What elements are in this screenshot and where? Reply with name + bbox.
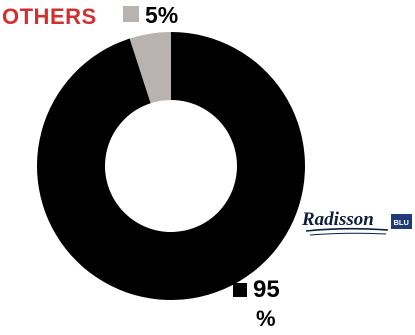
donut-slices bbox=[36, 32, 305, 300]
main-swatch bbox=[233, 283, 247, 297]
slice-main bbox=[36, 32, 305, 300]
others-swatch bbox=[123, 6, 139, 22]
logo-badge bbox=[391, 214, 412, 229]
radisson-logo-icon: Radisson BLU bbox=[301, 209, 412, 236]
logo-wordmark: Radisson bbox=[301, 209, 374, 230]
others-label: OTHERS bbox=[2, 4, 97, 29]
slice-others bbox=[129, 32, 171, 104]
others-value-label: 5% bbox=[145, 2, 179, 28]
main-value-label: 95 bbox=[253, 276, 280, 303]
logo-badge-text: BLU bbox=[394, 218, 409, 227]
main-unit-label: % bbox=[256, 306, 276, 331]
